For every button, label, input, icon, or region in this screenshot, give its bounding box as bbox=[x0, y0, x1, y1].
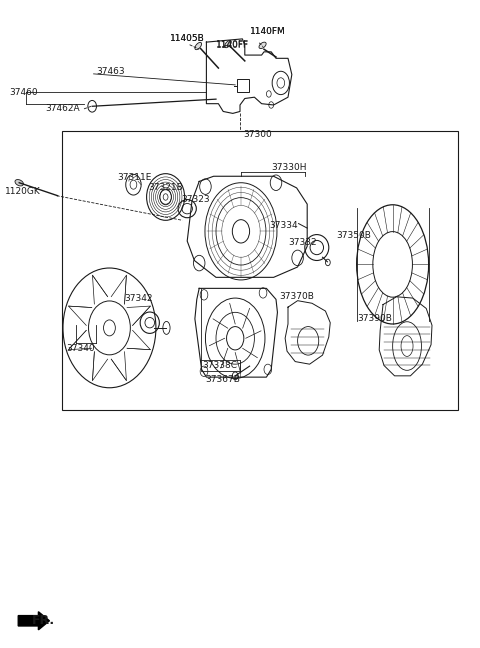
Ellipse shape bbox=[195, 42, 202, 50]
Bar bbox=[201, 360, 240, 371]
Text: 37321B: 37321B bbox=[148, 183, 182, 192]
Text: 1120GK: 1120GK bbox=[5, 187, 40, 196]
Text: 37367B: 37367B bbox=[205, 375, 240, 384]
Text: 37460: 37460 bbox=[10, 87, 38, 97]
Ellipse shape bbox=[225, 40, 231, 48]
Text: 37332: 37332 bbox=[288, 238, 317, 247]
Text: 37300: 37300 bbox=[243, 130, 272, 139]
Text: 11405B: 11405B bbox=[170, 34, 205, 43]
Text: 37330H: 37330H bbox=[271, 163, 307, 172]
Text: 11405B: 11405B bbox=[170, 34, 205, 43]
Text: 1140FM: 1140FM bbox=[250, 27, 285, 36]
Text: 37390B: 37390B bbox=[357, 314, 392, 323]
Ellipse shape bbox=[15, 179, 24, 186]
Text: FR.: FR. bbox=[32, 614, 55, 627]
Text: 37323: 37323 bbox=[181, 195, 210, 204]
Ellipse shape bbox=[259, 42, 266, 49]
Text: 37311E: 37311E bbox=[118, 173, 152, 182]
Text: 37350B: 37350B bbox=[336, 231, 371, 240]
Text: 1140FF: 1140FF bbox=[216, 41, 249, 50]
Bar bbox=[62, 131, 458, 410]
Text: 37370B: 37370B bbox=[279, 292, 314, 301]
Text: 37340: 37340 bbox=[66, 344, 95, 353]
Text: 37342: 37342 bbox=[124, 294, 152, 303]
Text: 37463: 37463 bbox=[96, 67, 125, 76]
Text: 37462A: 37462A bbox=[46, 104, 80, 113]
Text: 1140FF: 1140FF bbox=[216, 40, 249, 49]
Text: 1140FM: 1140FM bbox=[250, 27, 285, 36]
Polygon shape bbox=[18, 612, 49, 630]
Text: 37334: 37334 bbox=[270, 221, 299, 230]
Bar bbox=[237, 79, 249, 92]
Text: 37338C: 37338C bbox=[203, 361, 238, 370]
